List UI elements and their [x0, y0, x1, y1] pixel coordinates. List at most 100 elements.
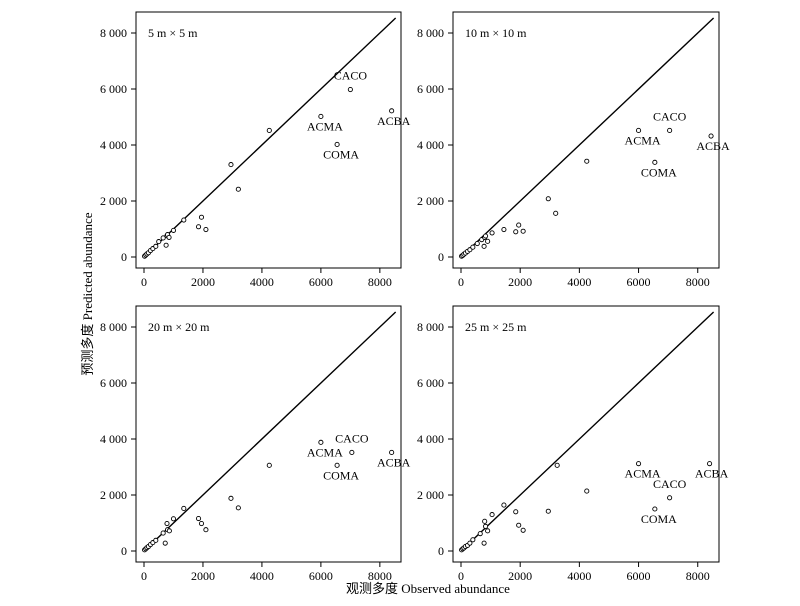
data-point — [318, 439, 324, 445]
data-point — [474, 241, 480, 247]
point-annotation-acba: ACBA — [696, 139, 730, 153]
y-tick-label: 8 000 — [417, 26, 444, 40]
data-point — [545, 508, 551, 514]
plot-frame — [452, 305, 720, 563]
x-tick-label: 6000 — [309, 569, 333, 583]
data-point — [164, 521, 170, 527]
y-tick-label: 0 — [438, 250, 444, 264]
chart-panel-2: 0 2 000 4 000 6 000 8 000 0 2000 4000 6000 8000 CA… — [417, 11, 730, 289]
data-point — [203, 527, 209, 533]
x-tick-label: 2000 — [191, 569, 215, 583]
point-annotation-acma: ACMA — [307, 445, 343, 459]
data-point — [160, 235, 166, 241]
x-tick-label: 0 — [141, 275, 147, 289]
y-tick-label: 0 — [121, 544, 127, 558]
point-annotation-coma: COMA — [641, 512, 677, 526]
data-point — [667, 495, 673, 501]
data-point — [636, 127, 642, 133]
y-tick-label: 8 000 — [100, 26, 127, 40]
data-point — [584, 488, 590, 494]
data-point — [349, 449, 355, 455]
data-point — [513, 229, 519, 235]
chart-panel-1: 0 2 000 4 000 6 000 8 000 0 2000 4000 6000 8000 CA… — [100, 11, 411, 289]
plot-frame — [452, 11, 720, 269]
y-tick-label: 0 — [121, 250, 127, 264]
one-to-one-line — [143, 17, 397, 258]
y-tick-label: 6 000 — [100, 376, 127, 390]
x-tick-label: 6000 — [627, 569, 651, 583]
y-axis-label: 预测多度 Predicted abundance — [80, 212, 95, 375]
data-point — [195, 224, 202, 230]
data-point — [481, 243, 487, 249]
data-point — [170, 516, 177, 522]
data-point — [153, 243, 159, 249]
x-tick-label: 8000 — [368, 569, 392, 583]
data-point — [481, 540, 487, 546]
data-point — [482, 518, 488, 524]
data-point — [198, 214, 205, 220]
data-point — [235, 186, 241, 192]
point-annotation-caco: CACO — [334, 69, 368, 83]
y-tick-label: 2 000 — [417, 194, 444, 208]
data-point — [516, 522, 522, 528]
data-point — [485, 238, 491, 244]
point-annotation-coma: COMA — [323, 468, 359, 482]
panel-title: 25 m × 25 m — [465, 320, 527, 334]
data-point — [318, 113, 324, 119]
data-point — [554, 462, 560, 468]
data-point — [707, 461, 713, 467]
data-point — [181, 217, 187, 223]
x-tick-label: 6000 — [627, 275, 651, 289]
data-point — [163, 242, 169, 248]
y-tick-label: 8 000 — [417, 320, 444, 334]
point-annotation-acba: ACBA — [377, 455, 411, 469]
point-annotation-coma: COMA — [641, 165, 677, 179]
data-point — [513, 509, 519, 515]
data-point — [181, 505, 187, 511]
point-annotation-caco: CACO — [335, 431, 369, 445]
x-tick-label: 4000 — [250, 569, 274, 583]
point-annotation-acba: ACBA — [695, 467, 729, 481]
data-point — [667, 127, 673, 133]
data-point — [501, 227, 507, 233]
x-tick-label: 6000 — [309, 275, 333, 289]
x-tick-label: 4000 — [250, 275, 274, 289]
data-point — [489, 230, 495, 236]
data-point — [266, 127, 272, 133]
y-tick-label: 6 000 — [100, 82, 127, 96]
plot-frame — [135, 11, 402, 269]
data-point — [520, 527, 526, 533]
y-tick-label: 6 000 — [417, 376, 444, 390]
data-point — [545, 196, 551, 202]
data-point — [153, 537, 159, 543]
x-tick-label: 0 — [141, 569, 147, 583]
data-point — [467, 540, 473, 546]
data-point — [501, 502, 507, 508]
data-point — [162, 540, 168, 546]
y-tick-label: 2 000 — [100, 194, 127, 208]
data-point — [198, 521, 205, 527]
x-tick-label: 8000 — [686, 275, 710, 289]
data-point — [584, 158, 590, 164]
panel-title: 10 m × 10 m — [465, 26, 527, 40]
panel-title: 5 m × 5 m — [148, 26, 198, 40]
point-annotation-caco: CACO — [653, 477, 687, 491]
one-to-one-line — [143, 311, 397, 552]
data-point — [228, 495, 234, 501]
chart-panel-3: 0 2 000 4 000 6 000 8 000 0 2000 4000 6000 8000 CA… — [100, 305, 411, 583]
data-point — [166, 234, 172, 240]
point-annotation-acma: ACMA — [307, 119, 343, 133]
y-tick-label: 6 000 — [417, 82, 444, 96]
one-to-one-line — [460, 311, 715, 552]
data-point — [516, 222, 522, 228]
x-tick-label: 2000 — [508, 275, 532, 289]
data-point — [266, 462, 272, 468]
data-point — [708, 133, 714, 139]
data-point — [652, 159, 658, 165]
data-point — [470, 537, 476, 543]
data-point — [195, 515, 202, 522]
y-tick-label: 4 000 — [100, 138, 127, 152]
x-axis-label: 观测多度 Observed abundance — [346, 581, 510, 596]
x-tick-label: 4000 — [567, 569, 591, 583]
